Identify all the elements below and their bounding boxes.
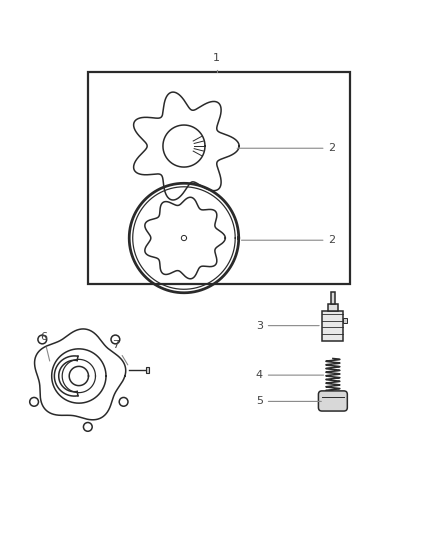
Text: 6: 6 <box>40 332 50 361</box>
Bar <box>88 71 350 284</box>
Bar <box>146 367 149 373</box>
Text: 1: 1 <box>213 53 220 63</box>
Text: 2: 2 <box>241 235 336 245</box>
Bar <box>343 318 347 324</box>
Bar <box>328 304 338 311</box>
Text: 3: 3 <box>256 321 319 330</box>
Text: 4: 4 <box>256 370 324 380</box>
Bar <box>331 292 335 304</box>
FancyBboxPatch shape <box>318 391 347 411</box>
Text: 2: 2 <box>237 143 336 154</box>
Text: 5: 5 <box>256 397 321 406</box>
Text: 7: 7 <box>113 341 128 365</box>
Bar <box>322 311 343 341</box>
